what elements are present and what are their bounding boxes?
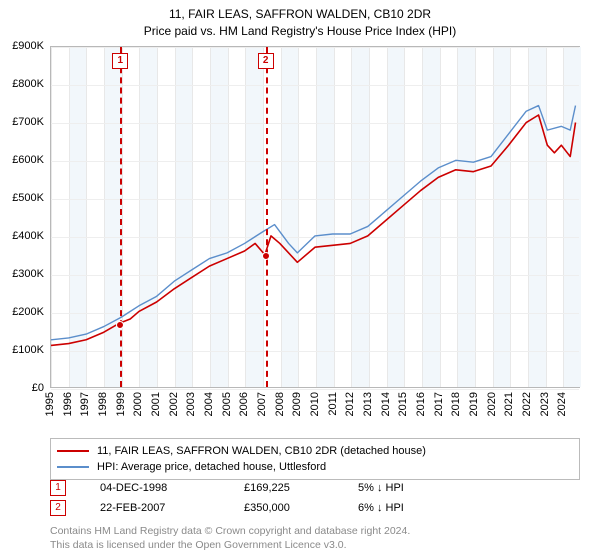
event-marker-icon: 2 xyxy=(50,500,66,516)
chart-titles: 11, FAIR LEAS, SAFFRON WALDEN, CB10 2DR … xyxy=(0,6,600,41)
event-price: £169,225 xyxy=(244,482,324,494)
event-delta: 6% ↓ HPI xyxy=(358,502,404,514)
event-date: 04-DEC-1998 xyxy=(100,482,210,494)
x-axis: 1995199619971998199920002001200220032004… xyxy=(50,388,580,438)
attribution-line: Contains HM Land Registry data © Crown c… xyxy=(50,524,580,538)
chart-subtitle: Price paid vs. HM Land Registry's House … xyxy=(0,23,600,40)
event-price: £350,000 xyxy=(244,502,324,514)
event-delta: 5% ↓ HPI xyxy=(358,482,404,494)
chart-title: 11, FAIR LEAS, SAFFRON WALDEN, CB10 2DR xyxy=(0,6,600,23)
legend-row: 11, FAIR LEAS, SAFFRON WALDEN, CB10 2DR … xyxy=(57,443,573,459)
event-date: 22-FEB-2007 xyxy=(100,502,210,514)
legend-swatch-hpi xyxy=(57,466,89,468)
legend-label: 11, FAIR LEAS, SAFFRON WALDEN, CB10 2DR … xyxy=(97,445,426,457)
legend-swatch-property xyxy=(57,450,89,452)
event-marker-icon: 1 xyxy=(50,480,66,496)
legend-label: HPI: Average price, detached house, Uttl… xyxy=(97,461,326,473)
chart-plot-area: 12 xyxy=(50,46,580,388)
event-row: 1 04-DEC-1998 £169,225 5% ↓ HPI xyxy=(50,478,580,498)
attribution-line: This data is licensed under the Open Gov… xyxy=(50,538,580,552)
chart-lines-svg xyxy=(51,47,579,387)
event-row: 2 22-FEB-2007 £350,000 6% ↓ HPI xyxy=(50,498,580,518)
attribution: Contains HM Land Registry data © Crown c… xyxy=(50,524,580,552)
legend-row: HPI: Average price, detached house, Uttl… xyxy=(57,459,573,475)
legend: 11, FAIR LEAS, SAFFRON WALDEN, CB10 2DR … xyxy=(50,438,580,480)
y-axis: £0£100K£200K£300K£400K£500K£600K£700K£80… xyxy=(0,46,48,388)
events-footer: 1 04-DEC-1998 £169,225 5% ↓ HPI 2 22-FEB… xyxy=(50,478,580,518)
